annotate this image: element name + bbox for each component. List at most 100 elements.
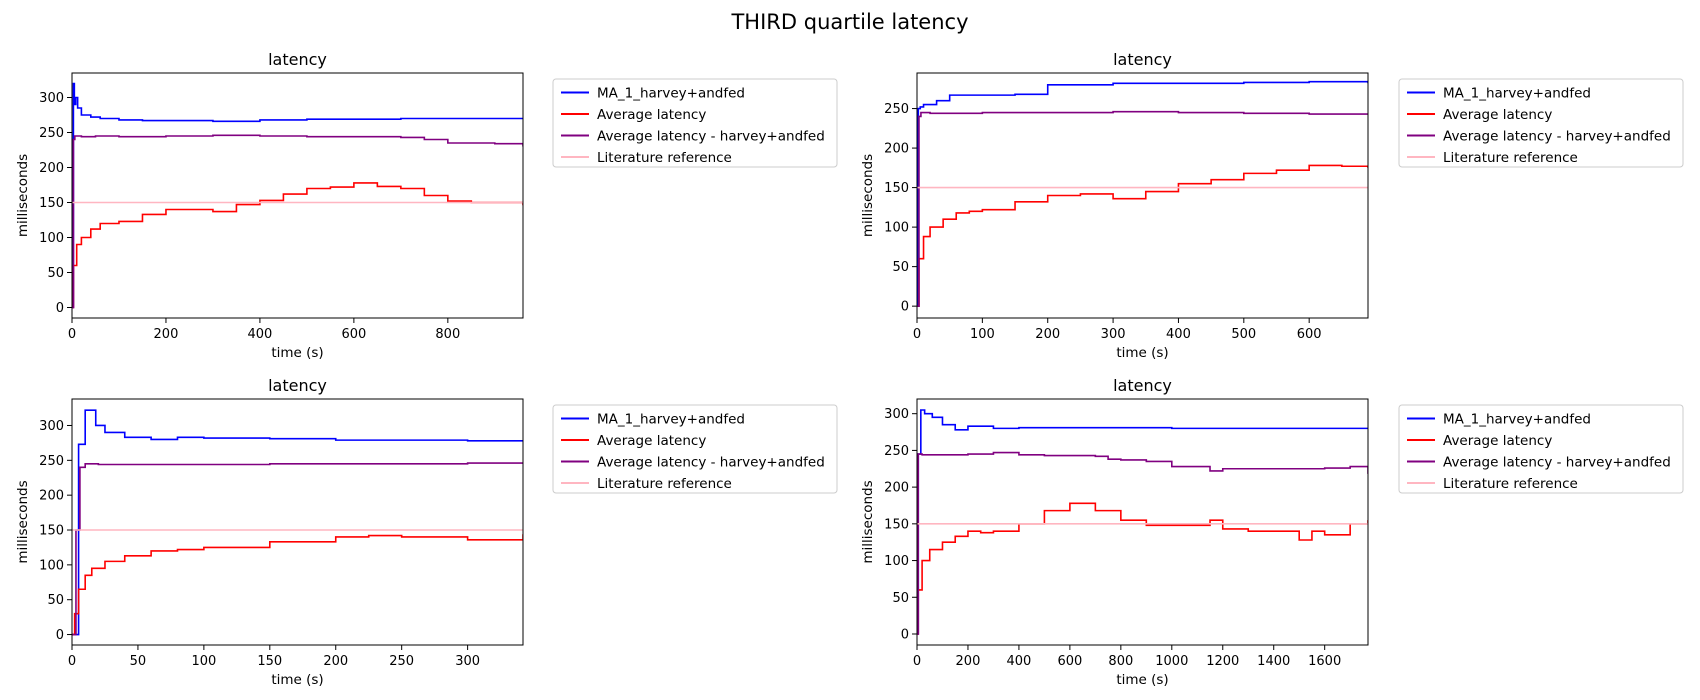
panel-title: latency xyxy=(268,376,327,395)
y-tick-label: 0 xyxy=(56,301,64,316)
legend-entry: MA_1_harvey+andfed xyxy=(597,86,745,102)
series-line-2 xyxy=(72,182,523,309)
series-line-3 xyxy=(917,451,1368,635)
x-axis-label: time (s) xyxy=(1116,345,1168,361)
x-tick-label: 0 xyxy=(68,654,76,669)
panel-title: latency xyxy=(1113,376,1172,395)
x-tick-label: 100 xyxy=(970,327,995,342)
x-tick-label: 1200 xyxy=(1206,654,1239,669)
legend: MA_1_harvey+andfed Average latency Average… xyxy=(1398,78,1684,168)
chart-panel-3: latency 0 50 100 150 200 250 300 0 50 100 150 200 250… xyxy=(15,376,838,688)
legend: MA_1_harvey+andfed Average latency Average… xyxy=(1398,404,1684,494)
legend-entry: Literature reference xyxy=(1443,476,1578,492)
legend-box xyxy=(1398,404,1684,494)
y-tick-label: 100 xyxy=(884,554,909,569)
y-tick-label: 250 xyxy=(884,102,909,117)
y-tick-label: 150 xyxy=(39,524,64,539)
y-tick-label: 50 xyxy=(892,591,909,606)
y-tick-label: 200 xyxy=(884,142,909,157)
legend-entry: Average latency xyxy=(597,107,706,123)
y-tick-label: 150 xyxy=(884,181,909,196)
y-tick-label: 150 xyxy=(39,196,64,211)
legend-entry: MA_1_harvey+andfed xyxy=(1443,412,1591,428)
series-line-2 xyxy=(917,502,1368,635)
chart-panel-4: latency 0 200 400 600 800 1000 1200 1400 1600 0 50 1… xyxy=(860,376,1684,688)
y-tick-label: 200 xyxy=(884,481,909,496)
y-axis-label: milliseconds xyxy=(15,480,31,563)
chart-panel-1: latency 0 200 400 600 800 0 50 100 150 200 250 300 ti… xyxy=(15,50,838,361)
y-tick-label: 250 xyxy=(39,454,64,469)
y-tick-label: 0 xyxy=(56,628,64,643)
series-line-1 xyxy=(72,409,523,636)
legend: MA_1_harvey+andfed Average latency Average… xyxy=(552,404,838,494)
series-line-3 xyxy=(72,462,523,636)
series-group xyxy=(72,409,523,636)
x-tick-label: 0 xyxy=(68,327,76,342)
series-group xyxy=(917,80,1368,307)
y-tick-label: 50 xyxy=(892,260,909,275)
series-line-1 xyxy=(72,82,523,309)
x-tick-label: 1600 xyxy=(1308,654,1341,669)
y-tick-label: 100 xyxy=(39,231,64,246)
series-group xyxy=(72,82,523,309)
legend-entry: Average latency xyxy=(1443,433,1552,449)
legend-box xyxy=(552,78,838,168)
x-axis-label: time (s) xyxy=(1116,672,1168,688)
series-line-1 xyxy=(917,80,1368,307)
x-tick-label: 200 xyxy=(154,327,179,342)
y-tick-label: 200 xyxy=(39,489,64,504)
y-axis-label: milliseconds xyxy=(860,154,876,237)
figure-title: THIRD quartile latency xyxy=(730,10,968,34)
legend: MA_1_harvey+andfed Average latency Average… xyxy=(552,78,838,168)
chart-panels: latency 0 200 400 600 800 0 50 100 150 200 250 300 ti… xyxy=(15,50,1684,688)
x-tick-label: 200 xyxy=(1035,327,1060,342)
x-tick-label: 1400 xyxy=(1257,654,1290,669)
x-axis-label: time (s) xyxy=(271,672,323,688)
x-tick-label: 200 xyxy=(956,654,981,669)
legend-entry: Average latency - harvey+andfed xyxy=(597,455,825,471)
x-tick-label: 150 xyxy=(257,654,282,669)
legend-box xyxy=(1398,78,1684,168)
series-line-3 xyxy=(917,110,1368,307)
y-tick-label: 300 xyxy=(39,91,64,106)
y-tick-label: 150 xyxy=(884,517,909,532)
y-tick-label: 50 xyxy=(47,266,64,281)
y-tick-label: 100 xyxy=(39,558,64,573)
y-tick-label: 250 xyxy=(884,444,909,459)
legend-entry: Average latency xyxy=(597,433,706,449)
x-tick-label: 400 xyxy=(248,327,273,342)
x-tick-label: 600 xyxy=(1057,654,1082,669)
legend-entry: MA_1_harvey+andfed xyxy=(1443,86,1591,102)
series-line-2 xyxy=(917,164,1368,307)
plot-frame xyxy=(71,72,524,319)
y-tick-label: 100 xyxy=(884,221,909,236)
x-tick-label: 1000 xyxy=(1155,654,1188,669)
y-tick-label: 300 xyxy=(884,407,909,422)
legend-entry: Average latency - harvey+andfed xyxy=(1443,129,1671,145)
x-axis-label: time (s) xyxy=(271,345,323,361)
x-tick-label: 250 xyxy=(389,654,414,669)
x-tick-label: 800 xyxy=(435,327,460,342)
series-group xyxy=(917,409,1368,635)
legend-entry: Average latency - harvey+andfed xyxy=(597,129,825,145)
chart-panel-2: latency 0 100 200 300 400 500 600 0 50 100 150 200 25… xyxy=(860,50,1684,361)
y-tick-label: 300 xyxy=(39,419,64,434)
x-tick-label: 0 xyxy=(913,327,921,342)
x-tick-label: 400 xyxy=(1166,327,1191,342)
panel-title: latency xyxy=(268,50,327,69)
legend-entry: Literature reference xyxy=(1443,150,1578,166)
y-tick-label: 200 xyxy=(39,161,64,176)
x-tick-label: 500 xyxy=(1231,327,1256,342)
panel-title: latency xyxy=(1113,50,1172,69)
legend-entry: Average latency xyxy=(1443,107,1552,123)
legend-entry: Literature reference xyxy=(597,476,732,492)
plot-frame xyxy=(916,72,1369,319)
y-tick-label: 0 xyxy=(901,300,909,315)
y-tick-label: 250 xyxy=(39,126,64,141)
legend-entry: MA_1_harvey+andfed xyxy=(597,412,745,428)
y-axis-label: milliseconds xyxy=(860,480,876,563)
x-tick-label: 600 xyxy=(1297,327,1322,342)
x-tick-label: 600 xyxy=(341,327,366,342)
series-line-3 xyxy=(72,134,523,309)
x-tick-label: 0 xyxy=(913,654,921,669)
